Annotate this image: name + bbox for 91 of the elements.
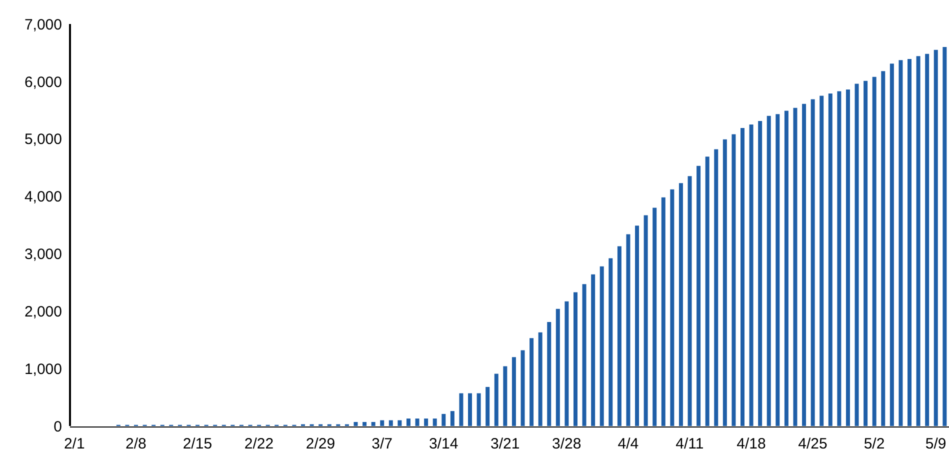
bar [442, 414, 446, 426]
bar [617, 246, 622, 426]
bar [776, 114, 780, 426]
y-tick-label: 0 [54, 418, 62, 436]
y-tick-label: 4,000 [24, 188, 62, 206]
bar [766, 116, 771, 426]
bar [573, 292, 578, 426]
bar [793, 108, 798, 426]
bar [362, 422, 367, 426]
bar [670, 189, 674, 426]
bar [432, 418, 437, 426]
bar [722, 139, 727, 426]
x-tick-label: 2/22 [244, 436, 274, 453]
bar [398, 420, 402, 426]
bar [908, 59, 912, 426]
bar [784, 110, 788, 426]
x-tick-label: 4/18 [736, 436, 766, 453]
bar [380, 420, 384, 426]
bar [476, 393, 481, 426]
x-tick-label: 3/28 [552, 436, 582, 453]
bar [556, 308, 560, 426]
bar [538, 332, 542, 426]
bar [749, 124, 754, 426]
y-tick-label: 5,000 [24, 131, 62, 148]
bar [898, 60, 903, 426]
bar [600, 266, 604, 426]
bar [371, 422, 376, 426]
bar [564, 301, 569, 426]
bar [415, 418, 420, 426]
x-tick-label: 2/29 [306, 436, 336, 453]
y-tick-label: 6,000 [24, 74, 62, 91]
bar [608, 258, 613, 426]
bar [644, 215, 648, 426]
bar [406, 418, 410, 426]
bar [661, 197, 666, 426]
bar [547, 322, 552, 426]
bar [468, 393, 472, 426]
bar [696, 166, 701, 426]
bar [828, 93, 832, 426]
x-tick-label: 2/15 [182, 436, 212, 453]
y-tick-label: 2,000 [24, 303, 62, 320]
bar [591, 274, 596, 426]
bar [486, 386, 490, 426]
bar [424, 418, 428, 426]
y-tick-label: 1,000 [24, 360, 62, 378]
bar [837, 91, 842, 426]
bar [705, 156, 710, 426]
bar [925, 54, 930, 426]
y-tick-label: 7,000 [24, 16, 62, 34]
bar [582, 284, 586, 426]
x-tick-label: 2/1 [64, 436, 85, 453]
x-tick-label: 3/14 [428, 436, 458, 453]
bar [846, 89, 850, 426]
x-tick-label: 5/2 [864, 436, 885, 453]
bar [934, 50, 938, 426]
bar [854, 84, 859, 426]
bar [459, 393, 464, 426]
bar [758, 121, 762, 426]
bar [626, 234, 630, 426]
x-tick-label: 4/4 [618, 436, 639, 453]
bar [354, 422, 358, 426]
y-tick-label: 3,000 [24, 246, 62, 264]
bar [810, 99, 815, 426]
bar [678, 183, 683, 426]
x-tick-label: 4/11 [676, 436, 704, 453]
bar [652, 208, 657, 426]
bar [881, 71, 886, 426]
bar [520, 350, 525, 426]
bar [916, 56, 920, 426]
bar [503, 366, 508, 426]
x-tick-label: 3/7 [372, 436, 392, 453]
bar [388, 420, 393, 426]
bar [530, 338, 534, 426]
bar [802, 104, 806, 426]
bar [820, 96, 824, 426]
bar [494, 374, 498, 426]
bar [688, 176, 692, 426]
x-tick-label: 2/8 [125, 436, 146, 453]
x-tick-label: 5/9 [925, 436, 946, 453]
bar [864, 80, 868, 426]
bar [890, 64, 894, 426]
bar [732, 134, 736, 426]
x-tick-label: 4/25 [798, 436, 828, 453]
bar [450, 411, 454, 426]
bar [740, 128, 744, 426]
bar [512, 357, 516, 426]
bar [635, 226, 640, 426]
bar [714, 149, 718, 426]
x-tick-label: 3/21 [490, 436, 520, 453]
bar [872, 76, 876, 426]
bar [942, 46, 947, 426]
